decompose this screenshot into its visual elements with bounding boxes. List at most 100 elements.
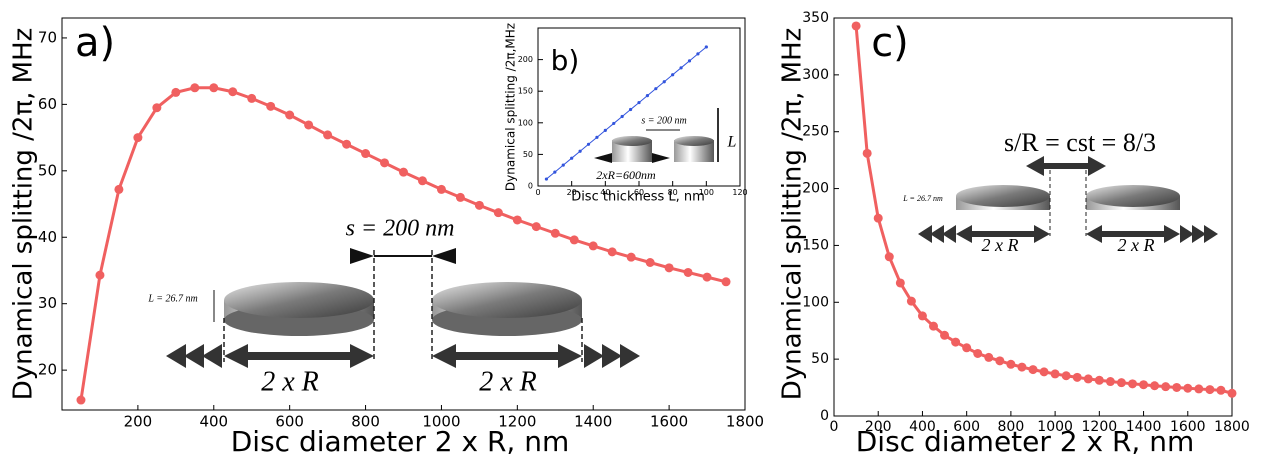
data-point	[929, 321, 938, 331]
y-axis-label: Dynamical splitting /2π, MHz	[778, 28, 808, 401]
x-tick-label: 80	[668, 188, 678, 197]
data-point	[1039, 367, 1049, 377]
data-point	[884, 252, 894, 262]
data-point	[228, 87, 238, 97]
data-point	[628, 107, 633, 112]
x-tick-label: 600	[275, 413, 304, 431]
x-tick-label: 1000	[422, 413, 460, 431]
plot-frame	[61, 17, 746, 411]
data-point	[637, 100, 641, 105]
annotation: s/R = cst = 8/3	[1004, 128, 1156, 157]
data-point	[417, 176, 427, 186]
data-point	[561, 163, 565, 167]
y-tick-label: 300	[802, 67, 829, 83]
y-tick-label: 0	[820, 408, 829, 424]
data-point	[76, 395, 86, 405]
x-tick-label: 20	[567, 188, 577, 197]
data-point	[702, 272, 712, 282]
annotation: s = 200 nm	[346, 216, 455, 242]
y-tick-label: 60	[38, 95, 57, 113]
data-point	[1116, 378, 1126, 388]
x-axis-label: Disc diameter 2 x R, nm	[231, 425, 570, 458]
y-tick-label: 30	[38, 294, 57, 312]
data-point	[940, 330, 950, 340]
y-axis-label: Dynamical splitting /2π,MHz	[504, 23, 518, 191]
data-point	[399, 167, 408, 177]
data-point	[1139, 380, 1149, 390]
data-point	[570, 156, 574, 160]
data-point	[654, 87, 658, 91]
annotation: L = 26.7 nm	[147, 293, 197, 304]
data-point	[862, 148, 872, 158]
data-point	[323, 130, 333, 140]
data-point	[607, 247, 617, 257]
annotation: 2 x R	[479, 366, 537, 397]
data-line	[546, 46, 707, 180]
data-point	[95, 270, 105, 280]
data-point	[851, 21, 861, 31]
data-point	[612, 121, 616, 126]
x-tick-label: 1000	[1037, 419, 1073, 435]
data-point	[687, 59, 692, 63]
data-point	[664, 263, 674, 273]
annotation: 2 x R	[1118, 235, 1155, 255]
data-point	[696, 52, 700, 56]
panel-label: c)	[871, 20, 909, 66]
data-point	[133, 133, 143, 143]
data-point	[1083, 374, 1093, 384]
x-tick-label: 1400	[1126, 419, 1162, 435]
plot-frame	[833, 17, 1233, 417]
y-tick-label: 40	[38, 228, 57, 246]
y-axis-label: Dynamical splitting /2π, MHz	[9, 28, 39, 401]
data-point	[595, 135, 599, 139]
y-tick-label: 70	[38, 28, 57, 46]
data-point	[436, 184, 446, 194]
data-point	[190, 83, 200, 93]
annotation: 2 x R	[982, 235, 1019, 255]
x-tick-label: 40	[600, 188, 610, 197]
y-tick-label: 50	[38, 161, 57, 179]
data-point	[553, 170, 557, 174]
data-point	[620, 114, 624, 119]
data-point	[380, 158, 390, 168]
data-point	[171, 87, 181, 97]
data-point	[512, 215, 522, 225]
panel-c: 0 200 400 600 800 1000 1200 1400 1600 1800 0 50 100 1…	[778, 10, 1250, 458]
annotation: L	[727, 134, 737, 151]
data-point	[1105, 377, 1115, 387]
y-tick-label: 100	[518, 118, 533, 127]
data-point	[247, 93, 257, 103]
x-tick-label: 200	[124, 413, 153, 431]
data-point	[1072, 372, 1082, 382]
annotation: L = 26.7 nm	[902, 194, 943, 203]
x-axis-label: Disc diameter 2 x R, nm	[856, 425, 1195, 458]
x-tick-label: 1600	[1170, 419, 1206, 435]
annotation: s = 200 nm	[641, 115, 686, 126]
x-tick-label: 120	[732, 188, 747, 197]
data-point	[1183, 383, 1193, 393]
data-point	[1216, 385, 1226, 395]
y-tick-label: 200	[802, 181, 829, 197]
data-point	[1194, 384, 1204, 394]
data-point	[1094, 375, 1104, 385]
data-point	[671, 73, 675, 77]
data-point	[962, 343, 972, 353]
data-point	[995, 356, 1005, 366]
data-point	[1150, 381, 1160, 391]
data-point	[721, 277, 731, 287]
disc-sketch-c	[918, 156, 1218, 243]
y-tick-label: 350	[802, 10, 829, 26]
disc-sketch-b	[594, 108, 719, 163]
x-tick-label: 800	[998, 419, 1025, 435]
x-tick-label: 200	[865, 419, 892, 435]
y-tick-label: 250	[802, 124, 829, 140]
data-point	[152, 103, 162, 113]
y-tick-label: 100	[802, 294, 829, 310]
data-point	[304, 120, 314, 130]
data-point	[209, 83, 219, 93]
x-tick-label: 1800	[1214, 419, 1250, 435]
x-tick-label: 600	[953, 419, 980, 435]
annotation: 2 x R	[261, 366, 319, 397]
x-tick-label: 400	[909, 419, 936, 435]
x-tick-label: 1600	[650, 413, 688, 431]
